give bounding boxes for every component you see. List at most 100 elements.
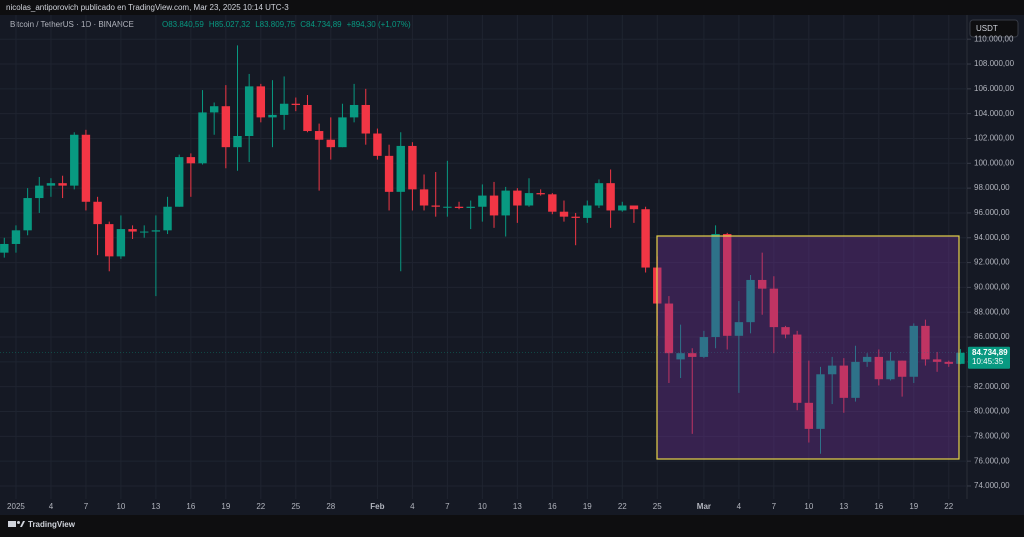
candle-body [804,402,814,429]
countdown: 10:45:35 [972,357,1004,366]
x-tick-label: 25 [653,502,662,511]
candle-body [198,112,207,164]
price-axis [967,15,1024,499]
candle-body [792,334,802,403]
candle-body [221,106,231,148]
candle-body [151,230,161,232]
candle-body [909,325,918,377]
candle-body [932,359,942,362]
highlight-box [656,235,960,460]
candle-body [489,195,499,216]
ohlc-value: O83.840,59 [162,20,204,29]
symbol: Bitcoin / TetherUS · 1D · BINANCE [10,20,134,29]
x-tick-label: 16 [186,502,195,511]
candle-body [11,230,21,244]
ohlc-value: C84.734,89 [300,20,342,29]
x-tick-label: 19 [909,502,918,511]
candle-body [93,201,102,225]
candle-body [23,198,32,231]
y-tick-label: 102.000,00 [974,134,1015,143]
y-tick-label: 108.000,00 [974,59,1015,68]
candle-body [758,279,767,289]
candle-body [361,104,370,134]
candle-body [571,216,580,218]
candle-body [454,206,464,208]
candle-body [851,361,860,398]
x-tick-label: 4 [410,502,415,511]
candle-body [291,103,300,105]
candle-body [513,190,522,206]
x-tick-label: 2025 [7,502,25,511]
candle-body [0,243,9,253]
candle-body [734,322,744,336]
currency-button[interactable] [969,19,1019,38]
x-tick-label: 4 [49,502,54,511]
y-tick-label: 88.000,00 [974,307,1010,316]
x-tick-label: 16 [548,502,557,511]
candle-body [618,205,627,211]
candle-body [676,353,685,360]
candle-body [46,183,56,186]
candle-body [419,189,429,206]
x-tick-label: 13 [151,502,160,511]
x-tick-label: Mar [697,502,711,511]
x-tick-label: 10 [478,502,487,511]
candle-body [443,206,452,208]
candle-body [862,356,872,362]
candle-body [209,106,219,113]
y-tick-label: 104.000,00 [974,109,1015,118]
candle-body [711,234,720,338]
footer [0,515,1024,537]
candle-body [606,183,615,211]
x-tick-label: 16 [874,502,883,511]
candle-body [140,231,149,233]
x-tick-label: Feb [370,502,384,511]
candle-body [244,86,254,136]
candle-body [303,104,312,132]
x-tick-label: 10 [116,502,125,511]
candle-body [688,353,697,357]
x-tick-label: 7 [84,502,89,511]
candle-body [524,193,534,206]
x-tick-label: 28 [326,502,335,511]
currency-label[interactable]: USDT [976,24,998,33]
last-price-label: 84.734,89 [972,348,1008,357]
y-tick-label: 100.000,00 [974,158,1015,167]
candle-body [58,183,67,186]
ohlc-value: L83.809,75 [255,20,296,29]
x-tick-label: 22 [256,502,265,511]
candle-body [233,136,242,148]
candle-body [35,185,44,199]
candle-body [583,205,592,218]
y-tick-label: 86.000,00 [974,332,1010,341]
candle-body [128,229,137,232]
x-tick-label: 25 [291,502,300,511]
candle-body [373,133,382,156]
y-tick-label: 110.000,00 [974,34,1014,43]
candle-body [699,337,709,357]
candle-body [466,206,475,208]
ohlc-value: H85.027,32 [209,20,251,29]
x-tick-label: 4 [737,502,742,511]
candle-body [839,365,849,398]
candle-body [629,205,639,210]
candle-body [548,194,557,212]
candle-body [827,365,837,375]
y-tick-label: 94.000,00 [974,233,1010,242]
brand: TradingView [28,520,76,529]
y-tick-label: 78.000,00 [974,431,1010,440]
candle-body [279,103,289,115]
candle-body [396,145,405,192]
last-price-tag [968,346,1010,369]
x-tick-label: 19 [583,502,592,511]
x-tick-label: 13 [513,502,522,511]
x-tick-label: 10 [804,502,813,511]
y-tick-label: 106.000,00 [974,84,1015,93]
candle-body [105,224,114,257]
candle-body [769,288,779,328]
candle-body [559,211,569,217]
candle-body [408,145,417,190]
candle-body [921,325,930,360]
y-tick-label: 96.000,00 [974,208,1010,217]
